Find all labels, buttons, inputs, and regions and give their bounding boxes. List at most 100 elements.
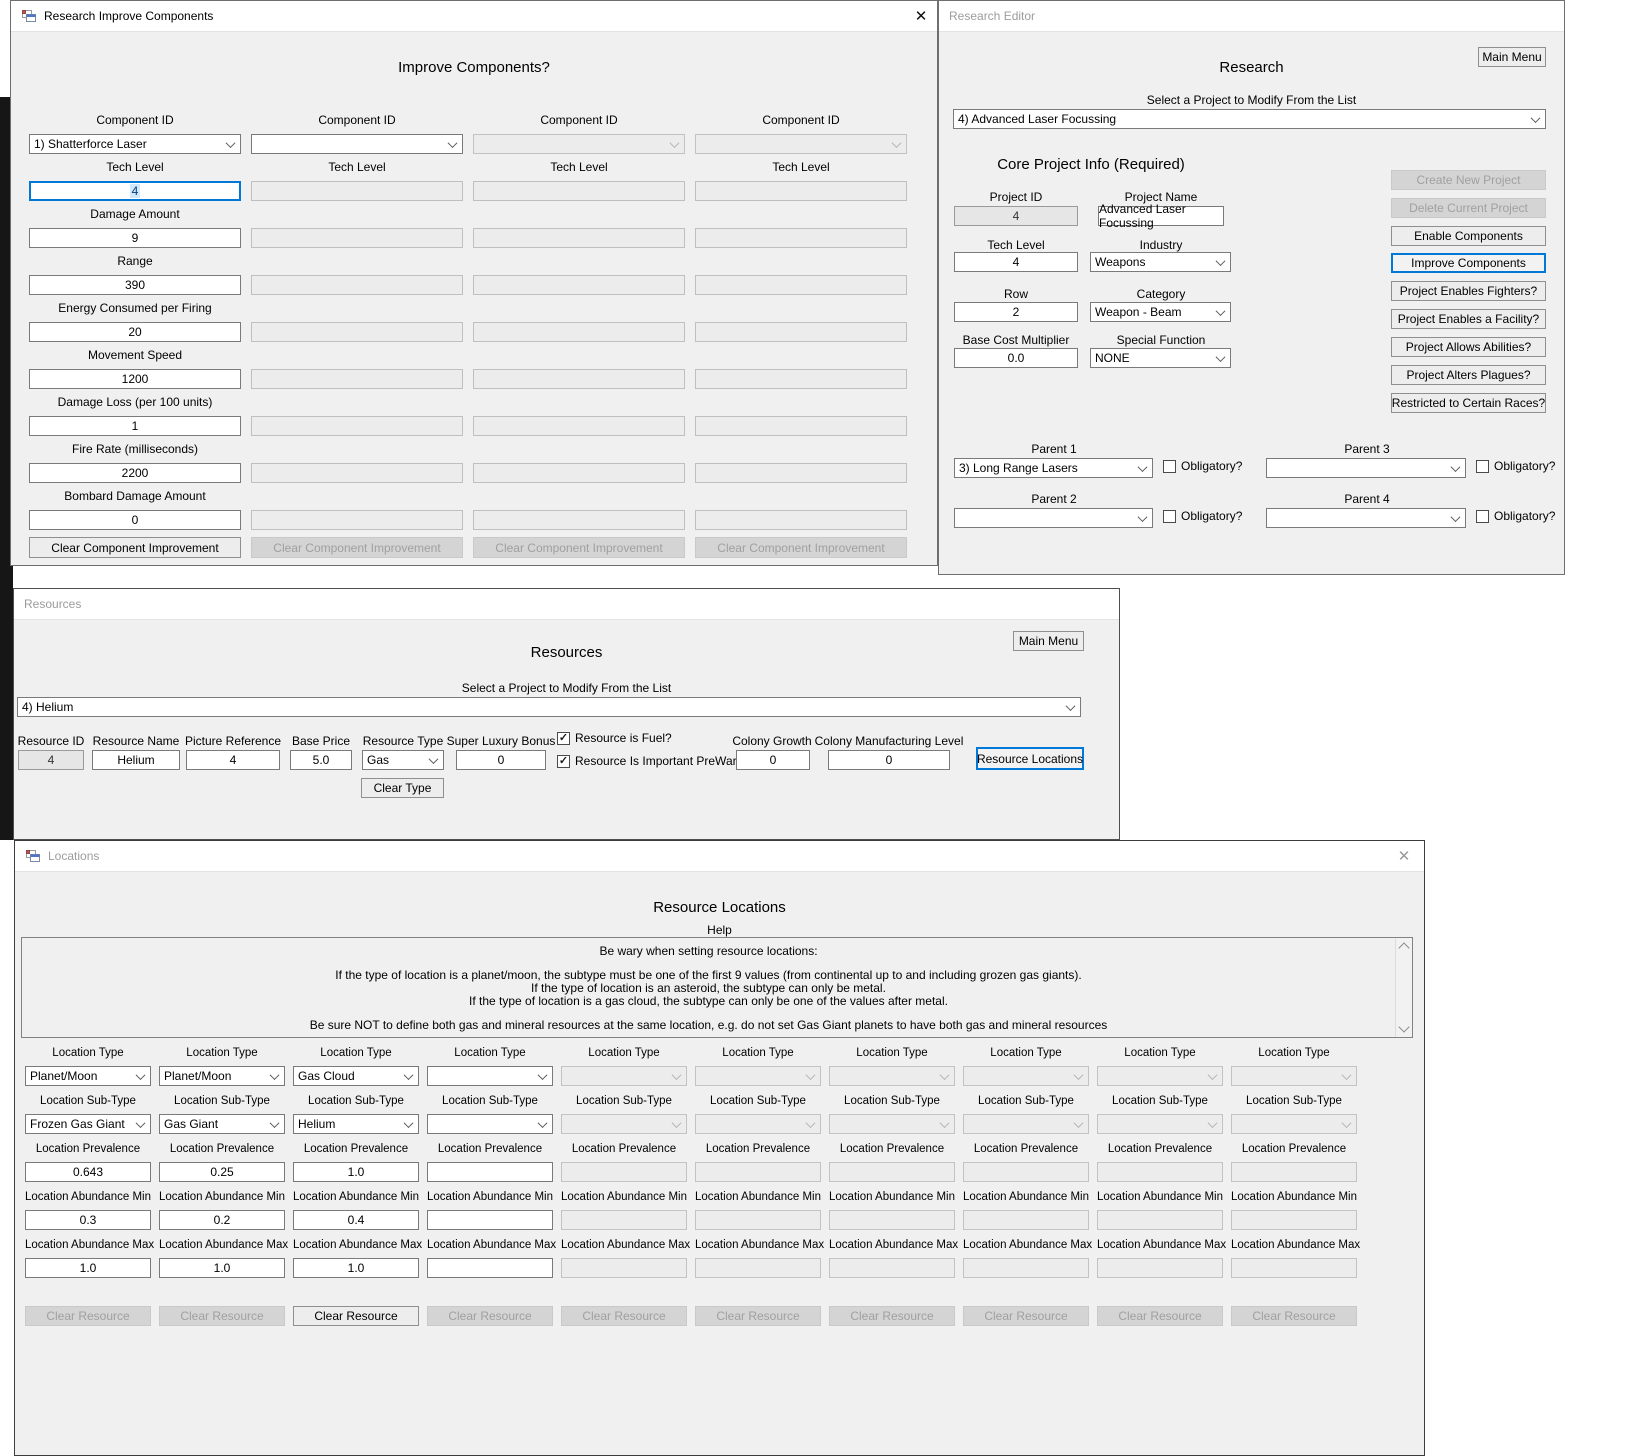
clear-resource-button[interactable]: Clear Resource <box>963 1306 1089 1326</box>
component-id-select[interactable] <box>473 134 685 154</box>
tech-level-input[interactable]: 4 <box>29 181 241 201</box>
damage-loss-input[interactable] <box>251 416 463 436</box>
location-abundance-max-input[interactable]: 1.0 <box>25 1258 151 1278</box>
movement-speed-input[interactable] <box>695 369 907 389</box>
location-prevalence-input[interactable]: 1.0 <box>293 1162 419 1182</box>
colony-growth-input[interactable]: 0 <box>736 750 810 770</box>
parent-4-select[interactable] <box>1266 508 1466 528</box>
resource-important-prewarp-checkbox[interactable]: Resource Is Important PreWarp? <box>557 754 750 768</box>
component-id-select[interactable] <box>251 134 463 154</box>
fire-rate-input[interactable] <box>251 463 463 483</box>
location-abundance-min-input[interactable]: 0.2 <box>159 1210 285 1230</box>
range-input[interactable] <box>473 275 685 295</box>
location-prevalence-input[interactable] <box>963 1162 1089 1182</box>
location-type-select[interactable] <box>829 1066 955 1086</box>
damage-loss-input[interactable] <box>473 416 685 436</box>
project-id-input[interactable]: 4 <box>954 206 1078 226</box>
clear-resource-button[interactable]: Clear Resource <box>1097 1306 1223 1326</box>
parent-3-obligatory-checkbox[interactable]: Obligatory? <box>1476 459 1555 473</box>
clear-component-improvement-button[interactable]: Clear Component Improvement <box>695 537 907 558</box>
component-id-select[interactable] <box>695 134 907 154</box>
energy-consumed-input[interactable] <box>251 322 463 342</box>
location-abundance-max-input[interactable] <box>963 1258 1089 1278</box>
fire-rate-input[interactable] <box>695 463 907 483</box>
location-subtype-select[interactable] <box>1231 1114 1357 1134</box>
parent-1-obligatory-checkbox[interactable]: Obligatory? <box>1163 459 1242 473</box>
tech-level-input[interactable] <box>695 181 907 201</box>
location-abundance-max-input[interactable] <box>561 1258 687 1278</box>
main-menu-button[interactable]: Main Menu <box>1013 631 1084 651</box>
location-abundance-min-input[interactable]: 0.3 <box>25 1210 151 1230</box>
location-abundance-min-input[interactable] <box>1231 1210 1357 1230</box>
location-prevalence-input[interactable] <box>1231 1162 1357 1182</box>
base-cost-multiplier-input[interactable]: 0.0 <box>954 348 1078 368</box>
clear-type-button[interactable]: Clear Type <box>361 778 444 798</box>
category-select[interactable]: Weapon - Beam <box>1090 302 1231 322</box>
location-abundance-min-input[interactable] <box>963 1210 1089 1230</box>
super-luxury-bonus-input[interactable]: 0 <box>456 750 546 770</box>
location-abundance-min-input[interactable] <box>561 1210 687 1230</box>
help-scrollbar[interactable] <box>1395 938 1412 1037</box>
clear-resource-button[interactable]: Clear Resource <box>293 1306 419 1326</box>
energy-consumed-input[interactable] <box>473 322 685 342</box>
location-subtype-select[interactable] <box>695 1114 821 1134</box>
location-subtype-select[interactable] <box>963 1114 1089 1134</box>
location-abundance-min-input[interactable] <box>1097 1210 1223 1230</box>
project-enables-facility-button[interactable]: Project Enables a Facility? <box>1391 309 1546 329</box>
location-abundance-max-input[interactable] <box>1097 1258 1223 1278</box>
location-abundance-min-input[interactable] <box>695 1210 821 1230</box>
project-alters-plagues-button[interactable]: Project Alters Plagues? <box>1391 365 1546 385</box>
clear-resource-button[interactable]: Clear Resource <box>829 1306 955 1326</box>
close-icon[interactable]: ✕ <box>1397 848 1411 865</box>
clear-resource-button[interactable]: Clear Resource <box>427 1306 553 1326</box>
industry-select[interactable]: Weapons <box>1090 252 1231 272</box>
damage-amount-input[interactable] <box>473 228 685 248</box>
damage-amount-input[interactable] <box>251 228 463 248</box>
project-enables-fighters-button[interactable]: Project Enables Fighters? <box>1391 281 1546 301</box>
fire-rate-input[interactable] <box>473 463 685 483</box>
resource-locations-button[interactable]: Resource Locations <box>976 747 1084 770</box>
resource-id-input[interactable]: 4 <box>18 750 84 770</box>
clear-component-improvement-button[interactable]: Clear Component Improvement <box>473 537 685 558</box>
scroll-down-icon[interactable] <box>1398 1021 1410 1033</box>
location-prevalence-input[interactable] <box>1097 1162 1223 1182</box>
location-abundance-max-input[interactable] <box>427 1258 553 1278</box>
location-prevalence-input[interactable] <box>561 1162 687 1182</box>
restricted-to-races-button[interactable]: Restricted to Certain Races? <box>1391 393 1546 413</box>
clear-component-improvement-button[interactable]: Clear Component Improvement <box>29 537 241 558</box>
bombard-damage-input[interactable]: 0 <box>29 510 241 530</box>
clear-component-improvement-button[interactable]: Clear Component Improvement <box>251 537 463 558</box>
location-prevalence-input[interactable]: 0.643 <box>25 1162 151 1182</box>
parent-2-select[interactable] <box>954 508 1153 528</box>
create-new-project-button[interactable]: Create New Project <box>1391 170 1546 190</box>
tech-level-input[interactable] <box>473 181 685 201</box>
location-abundance-max-input[interactable] <box>695 1258 821 1278</box>
location-type-select[interactable] <box>1231 1066 1357 1086</box>
location-type-select[interactable] <box>561 1066 687 1086</box>
parent-4-obligatory-checkbox[interactable]: Obligatory? <box>1476 509 1555 523</box>
delete-current-project-button[interactable]: Delete Current Project <box>1391 198 1546 218</box>
location-prevalence-input[interactable] <box>695 1162 821 1182</box>
energy-consumed-input[interactable]: 20 <box>29 322 241 342</box>
location-abundance-max-input[interactable] <box>1231 1258 1357 1278</box>
location-abundance-max-input[interactable]: 1.0 <box>159 1258 285 1278</box>
energy-consumed-input[interactable] <box>695 322 907 342</box>
colony-manufacturing-level-input[interactable]: 0 <box>828 750 950 770</box>
location-subtype-select[interactable]: Gas Giant <box>159 1114 285 1134</box>
location-prevalence-input[interactable]: 0.25 <box>159 1162 285 1182</box>
location-type-select[interactable] <box>963 1066 1089 1086</box>
base-price-input[interactable]: 5.0 <box>290 750 352 770</box>
clear-resource-button[interactable]: Clear Resource <box>25 1306 151 1326</box>
movement-speed-input[interactable]: 1200 <box>29 369 241 389</box>
location-type-select[interactable] <box>427 1066 553 1086</box>
damage-amount-input[interactable] <box>695 228 907 248</box>
range-input[interactable] <box>695 275 907 295</box>
range-input[interactable] <box>251 275 463 295</box>
location-abundance-min-input[interactable] <box>427 1210 553 1230</box>
range-input[interactable]: 390 <box>29 275 241 295</box>
location-prevalence-input[interactable] <box>427 1162 553 1182</box>
location-type-select[interactable] <box>1097 1066 1223 1086</box>
location-subtype-select[interactable] <box>829 1114 955 1134</box>
scroll-up-icon[interactable] <box>1398 942 1410 954</box>
location-type-select[interactable]: Gas Cloud <box>293 1066 419 1086</box>
